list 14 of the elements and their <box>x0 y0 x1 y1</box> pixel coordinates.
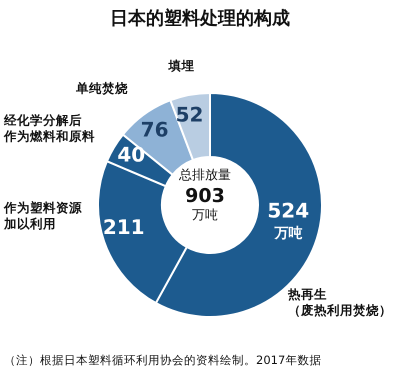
text: 总排放量 <box>178 167 232 185</box>
slice-label: 单纯焚烧 <box>74 80 128 96</box>
slice-label: 填埋 <box>167 58 194 74</box>
slice-label: 经化学分解后作为燃料和原料 <box>3 112 95 144</box>
data-label: 211 <box>102 215 145 240</box>
text: 903 <box>184 185 226 207</box>
data-label: 524万吨 <box>267 198 310 242</box>
data-label: 76 <box>140 117 169 142</box>
data-label: 52 <box>176 102 204 126</box>
slice-label: 热再生（废热利用焚烧） <box>287 286 392 318</box>
chart-title: 日本的塑料处理的构成 <box>109 7 291 30</box>
text: （注）根据日本塑料循环利用协会的资料绘制。2017年数据 <box>4 353 322 368</box>
text: 万吨 <box>191 207 219 225</box>
slice-label: 作为塑料资源加以利用 <box>3 200 83 231</box>
